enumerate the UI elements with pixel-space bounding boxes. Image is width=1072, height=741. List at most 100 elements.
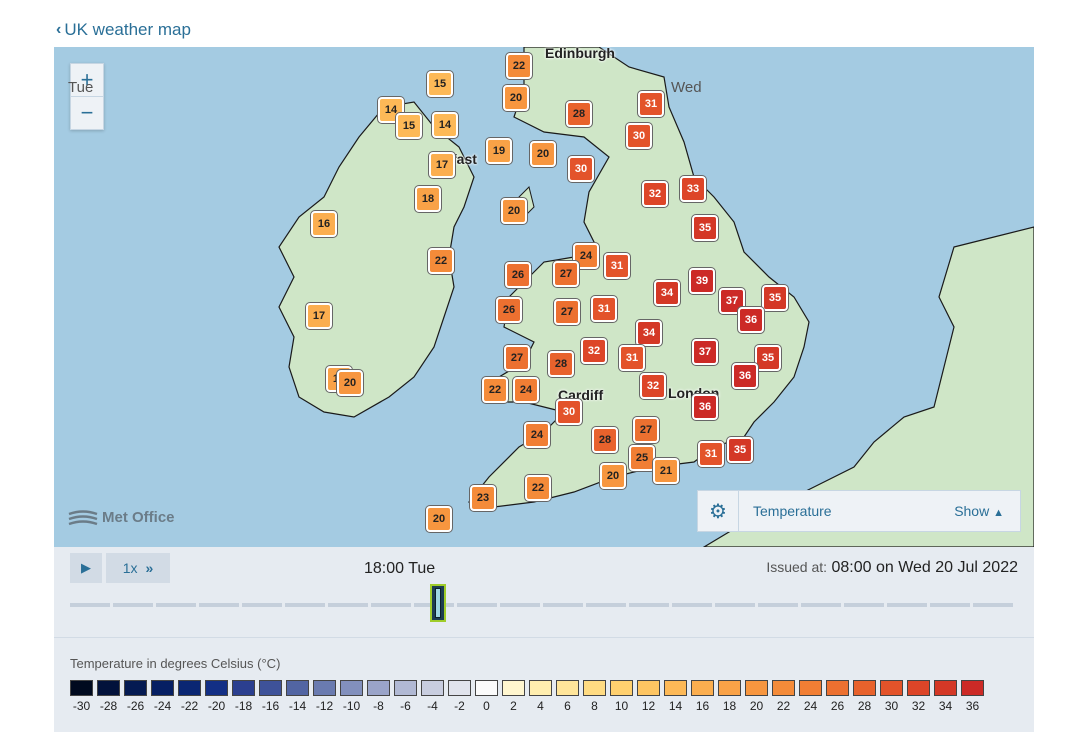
timeline-segment[interactable] <box>500 603 540 607</box>
timeline-segment[interactable] <box>70 603 110 607</box>
temperature-marker[interactable]: 36 <box>732 363 758 389</box>
temperature-marker[interactable]: 27 <box>554 299 580 325</box>
temperature-marker[interactable]: 20 <box>600 463 626 489</box>
temperature-marker[interactable]: 24 <box>513 377 539 403</box>
temperature-marker[interactable]: 37 <box>692 339 718 365</box>
temperature-marker[interactable]: 15 <box>396 113 422 139</box>
timeline-segment[interactable] <box>199 603 239 607</box>
legend-value: -20 <box>207 699 226 713</box>
temperature-marker[interactable]: 30 <box>556 399 582 425</box>
legend-swatch <box>286 680 309 696</box>
temperature-marker[interactable]: 15 <box>427 71 453 97</box>
temperature-marker[interactable]: 36 <box>692 394 718 420</box>
timeline-segment[interactable] <box>672 603 712 607</box>
timeline-segment[interactable] <box>457 603 497 607</box>
timeline-slider-thumb[interactable] <box>429 584 446 622</box>
temperature-marker[interactable]: 32 <box>581 338 607 364</box>
timeline-segment[interactable] <box>629 603 669 607</box>
current-time: 18:00 Tue <box>364 560 436 577</box>
temperature-marker[interactable]: 26 <box>496 297 522 323</box>
timeline-segment[interactable] <box>328 603 368 607</box>
temperature-marker[interactable]: 33 <box>680 176 706 202</box>
temperature-marker[interactable]: 22 <box>482 377 508 403</box>
temperature-marker[interactable]: 30 <box>568 156 594 182</box>
temperature-marker[interactable]: 27 <box>633 417 659 443</box>
temperature-marker[interactable]: 17 <box>306 303 332 329</box>
timeline-controls: ▶ 1x » 18:00 Tue Issued at: 08:00 on Wed… <box>54 547 1034 637</box>
weather-map[interactable]: + − Edinburgh fast Cardiff London 15 22 14… <box>54 47 1034 547</box>
legend-swatch <box>97 680 120 696</box>
temperature-marker[interactable]: 20 <box>337 370 363 396</box>
temperature-marker[interactable]: 16 <box>311 211 337 237</box>
met-office-logo: Met Office <box>68 509 175 526</box>
temperature-marker[interactable]: 39 <box>689 268 715 294</box>
temperature-marker[interactable]: 28 <box>592 427 618 453</box>
temperature-marker[interactable]: 35 <box>727 437 753 463</box>
temperature-marker[interactable]: 26 <box>505 262 531 288</box>
temperature-marker[interactable]: 31 <box>698 441 724 467</box>
temperature-marker[interactable]: 20 <box>501 198 527 224</box>
timeline-segment[interactable] <box>586 603 626 607</box>
timeline-segment[interactable] <box>801 603 841 607</box>
timeline-segment[interactable] <box>156 603 196 607</box>
temperature-marker[interactable]: 31 <box>604 253 630 279</box>
temperature-marker[interactable]: 34 <box>636 320 662 346</box>
temperature-marker[interactable]: 25 <box>629 445 655 471</box>
temperature-marker[interactable]: 22 <box>525 475 551 501</box>
temperature-marker[interactable]: 23 <box>470 485 496 511</box>
timeline-segment[interactable] <box>887 603 927 607</box>
chevron-up-icon: ▲ <box>993 507 1004 519</box>
timeline-segment[interactable] <box>930 603 970 607</box>
temperature-marker[interactable]: 28 <box>566 101 592 127</box>
timeline-segment[interactable] <box>758 603 798 607</box>
temperature-marker[interactable]: 20 <box>530 141 556 167</box>
timeline-segment[interactable] <box>973 603 1013 607</box>
legend-swatch <box>529 680 552 696</box>
timeline-segment[interactable] <box>844 603 884 607</box>
temperature-marker[interactable]: 18 <box>415 186 441 212</box>
temperature-marker[interactable]: 31 <box>619 345 645 371</box>
play-button[interactable]: ▶ <box>70 553 102 583</box>
legend-swatch <box>718 680 741 696</box>
temperature-marker[interactable]: 17 <box>429 152 455 178</box>
temperature-marker[interactable]: 31 <box>591 296 617 322</box>
temperature-marker[interactable]: 32 <box>640 373 666 399</box>
timeline-segment[interactable] <box>285 603 325 607</box>
temperature-marker[interactable]: 21 <box>653 458 679 484</box>
temperature-marker[interactable]: 30 <box>626 123 652 149</box>
legend-swatch <box>961 680 984 696</box>
timeline-segment[interactable] <box>113 603 153 607</box>
temperature-marker[interactable]: 28 <box>548 351 574 377</box>
temperature-marker[interactable]: 24 <box>524 422 550 448</box>
temperature-marker[interactable]: 27 <box>553 261 579 287</box>
temperature-marker[interactable]: 35 <box>755 345 781 371</box>
temperature-marker[interactable]: 22 <box>506 53 532 79</box>
layer-show-toggle[interactable]: Show ▲ <box>954 503 1020 519</box>
legend-value: 28 <box>857 699 872 713</box>
timeline-segment[interactable] <box>543 603 583 607</box>
timeline-track[interactable] <box>70 603 1013 607</box>
legend-swatch <box>151 680 174 696</box>
temperature-marker[interactable]: 35 <box>692 215 718 241</box>
gear-icon[interactable]: ⚙ <box>698 491 739 531</box>
zoom-out-button[interactable]: − <box>71 96 103 129</box>
temperature-marker[interactable]: 32 <box>642 181 668 207</box>
temperature-marker[interactable]: 14 <box>432 112 458 138</box>
timeline-segment[interactable] <box>242 603 282 607</box>
back-to-uk-weather-map-link[interactable]: ‹ UK weather map <box>56 20 191 40</box>
temperature-marker[interactable]: 27 <box>504 345 530 371</box>
temperature-marker[interactable]: 35 <box>762 285 788 311</box>
temperature-marker[interactable]: 19 <box>486 138 512 164</box>
temperature-marker[interactable]: 34 <box>654 280 680 306</box>
temperature-marker[interactable]: 36 <box>738 307 764 333</box>
temperature-marker[interactable]: 20 <box>503 85 529 111</box>
timeline-segment[interactable] <box>715 603 755 607</box>
temperature-marker[interactable]: 20 <box>426 506 452 532</box>
temperature-marker[interactable]: 22 <box>428 248 454 274</box>
speed-button[interactable]: 1x » <box>106 553 170 583</box>
temperature-marker[interactable]: 31 <box>638 91 664 117</box>
legend-swatch <box>502 680 525 696</box>
zoom-in-button[interactable]: + <box>71 64 103 96</box>
timeline-segment[interactable] <box>371 603 411 607</box>
temperature-marker[interactable]: 24 <box>573 243 599 269</box>
